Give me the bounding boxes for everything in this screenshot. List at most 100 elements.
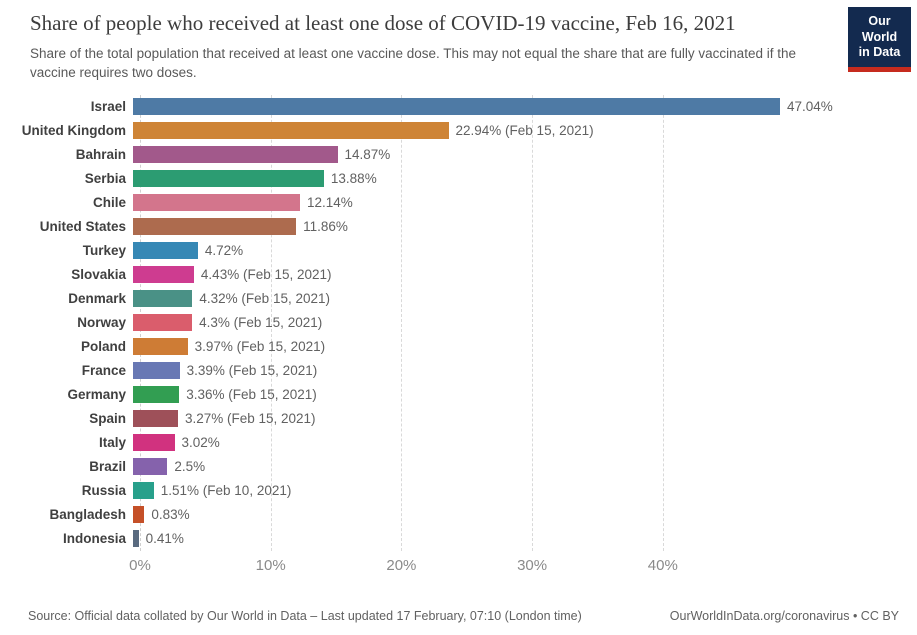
bar-track: 4.3% (Feb 15, 2021)	[133, 311, 917, 335]
chart-row: Spain 3.27% (Feb 15, 2021)	[0, 407, 917, 431]
value-label: 1.51% (Feb 10, 2021)	[160, 483, 292, 498]
owid-logo-line1: Our World	[861, 14, 898, 44]
value-label: 3.39% (Feb 15, 2021)	[186, 363, 318, 378]
value-label: 22.94% (Feb 15, 2021)	[455, 123, 594, 138]
chart-row: Brazil 2.5%	[0, 455, 917, 479]
chart-row: Poland 3.97% (Feb 15, 2021)	[0, 335, 917, 359]
bar-norway[interactable]	[133, 314, 193, 331]
country-label: Russia	[81, 483, 126, 498]
footer-link[interactable]: OurWorldInData.org/coronavirus • CC BY	[669, 609, 899, 623]
country-label: Indonesia	[62, 531, 126, 546]
bar-track: 3.36% (Feb 15, 2021)	[133, 383, 917, 407]
value-label: 4.32% (Feb 15, 2021)	[199, 291, 330, 306]
bar-track: 0.41%	[133, 527, 917, 551]
bar-poland[interactable]	[133, 338, 188, 355]
chart-row: Germany 3.36% (Feb 15, 2021)	[0, 383, 917, 407]
bar-italy[interactable]	[133, 434, 175, 451]
chart-subtitle: Share of the total population that recei…	[30, 45, 796, 80]
bar-united-states[interactable]	[133, 218, 297, 235]
bar-track: 0.83%	[133, 503, 917, 527]
chart-row: France 3.39% (Feb 15, 2021)	[0, 359, 917, 383]
bar-germany[interactable]	[133, 386, 180, 403]
bar-denmark[interactable]	[133, 290, 193, 307]
bar-slovakia[interactable]	[133, 266, 194, 283]
value-label: 47.04%	[787, 99, 833, 114]
country-label: Bangladesh	[49, 507, 126, 522]
bar-israel[interactable]	[133, 98, 780, 115]
bar-track: 47.04%	[133, 95, 917, 119]
country-label: Bahrain	[75, 147, 126, 162]
bar-spain[interactable]	[133, 410, 178, 427]
chart-row: Bangladesh 0.83%	[0, 503, 917, 527]
country-label: Poland	[80, 339, 126, 354]
value-label: 3.36% (Feb 15, 2021)	[186, 387, 317, 402]
bar-russia[interactable]	[133, 482, 154, 499]
bar-track: 4.72%	[133, 239, 917, 263]
bar-united-kingdom[interactable]	[133, 122, 449, 139]
country-label: Israel	[90, 99, 126, 114]
axis-tick-label: 10%	[255, 556, 286, 574]
owid-logo-line2: in Data	[858, 45, 901, 60]
bar-turkey[interactable]	[133, 242, 198, 259]
country-label: France	[81, 363, 126, 378]
value-label: 0.41%	[145, 531, 184, 546]
value-label: 3.97% (Feb 15, 2021)	[194, 339, 326, 354]
country-label: Norway	[77, 315, 126, 330]
gridline	[532, 94, 534, 551]
bar-track: 3.02%	[133, 431, 917, 455]
gridline	[401, 94, 403, 551]
gridline	[270, 94, 272, 551]
bar-track: 2.5%	[133, 455, 917, 479]
country-label: Turkey	[82, 243, 126, 258]
country-label: Spain	[89, 411, 126, 426]
bar-france[interactable]	[133, 362, 180, 379]
owid-logo[interactable]: Our World in Data	[848, 7, 911, 72]
chart-row: Serbia 13.88%	[0, 167, 917, 191]
value-label: 4.43% (Feb 15, 2021)	[200, 267, 332, 282]
bar-brazil[interactable]	[133, 458, 168, 475]
chart-row: Slovakia 4.43% (Feb 15, 2021)	[0, 263, 917, 287]
bar-track: 12.14%	[133, 191, 917, 215]
chart-row: Israel 47.04%	[0, 95, 917, 119]
country-label: Brazil	[89, 459, 126, 474]
axis-tick-label: 20%	[386, 556, 417, 574]
chart-row: Indonesia 0.41%	[0, 527, 917, 551]
country-label: Chile	[92, 195, 126, 210]
gridline	[662, 94, 664, 551]
chart-header: Share of people who received at least on…	[0, 0, 917, 83]
value-label: 3.27% (Feb 15, 2021)	[184, 411, 316, 426]
value-label: 2.5%	[174, 459, 206, 474]
axis-tick-label: 0%	[129, 556, 151, 574]
value-label: 3.02%	[181, 435, 220, 450]
country-label: Slovakia	[71, 267, 126, 282]
value-label: 13.88%	[330, 171, 377, 186]
bar-track: 13.88%	[133, 167, 917, 191]
bar-chile[interactable]	[133, 194, 300, 211]
value-label: 4.3% (Feb 15, 2021)	[199, 315, 323, 330]
bar-indonesia[interactable]	[133, 530, 139, 547]
chart-row: Italy 3.02%	[0, 431, 917, 455]
bar-track: 4.32% (Feb 15, 2021)	[133, 287, 917, 311]
bar-track: 11.86%	[133, 215, 917, 239]
value-label: 0.83%	[151, 507, 190, 522]
chart-footer: Source: Official data collated by Our Wo…	[28, 609, 899, 623]
country-label: Germany	[67, 387, 126, 402]
chart-rows: Israel 47.04% United Kingdom 22.94% (Feb 15…	[0, 95, 917, 551]
chart-row: Turkey 4.72%	[0, 239, 917, 263]
country-label: United Kingdom	[21, 123, 126, 138]
chart-title: Share of people who received at least on…	[30, 11, 736, 35]
chart-row: United Kingdom 22.94% (Feb 15, 2021)	[0, 119, 917, 143]
bar-bangladesh[interactable]	[133, 506, 145, 523]
x-axis: 0% 10% 20% 30% 40%	[129, 556, 885, 581]
chart-row: United States 11.86%	[0, 215, 917, 239]
country-label: Denmark	[68, 291, 126, 306]
bar-serbia[interactable]	[133, 170, 324, 187]
value-label: 14.87%	[344, 147, 391, 162]
bar-bahrain[interactable]	[133, 146, 338, 163]
bar-track: 14.87%	[133, 143, 917, 167]
bar-track: 1.51% (Feb 10, 2021)	[133, 479, 917, 503]
value-label: 11.86%	[303, 219, 348, 234]
value-label: 12.14%	[306, 195, 353, 210]
chart-row: Russia 1.51% (Feb 10, 2021)	[0, 479, 917, 503]
